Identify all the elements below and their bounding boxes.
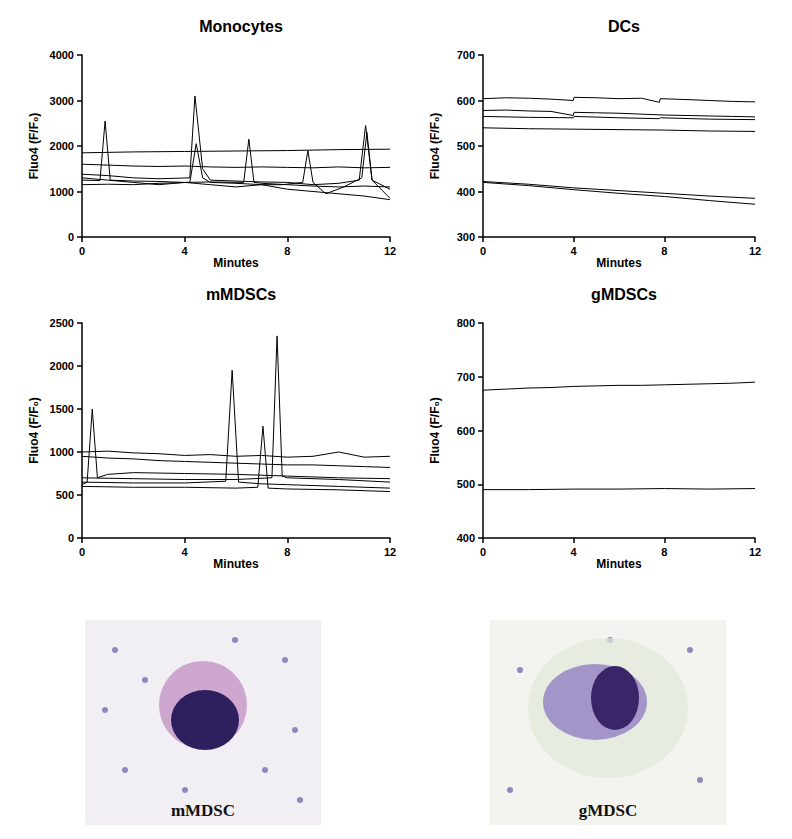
svg-text:DCs: DCs [608, 18, 640, 35]
svg-text:4000: 4000 [50, 49, 74, 61]
svg-text:Minutes: Minutes [213, 557, 259, 571]
svg-text:500: 500 [457, 140, 475, 152]
svg-text:4: 4 [571, 245, 578, 257]
svg-text:400: 400 [457, 186, 475, 198]
svg-text:Minutes: Minutes [213, 256, 259, 270]
svg-text:0: 0 [68, 532, 74, 544]
svg-text:4: 4 [182, 546, 189, 558]
svg-text:4: 4 [182, 245, 189, 257]
svg-text:500: 500 [56, 489, 74, 501]
svg-text:4: 4 [571, 546, 578, 558]
svg-text:Fluo4 (F/F₀): Fluo4 (F/F₀) [27, 113, 41, 180]
svg-text:Fluo4 (F/F₀): Fluo4 (F/F₀) [428, 113, 442, 180]
svg-text:600: 600 [457, 95, 475, 107]
svg-text:Minutes: Minutes [596, 557, 642, 571]
svg-text:400: 400 [457, 532, 475, 544]
svg-text:0: 0 [79, 546, 85, 558]
svg-text:8: 8 [284, 546, 290, 558]
svg-text:700: 700 [457, 371, 475, 383]
svg-text:2500: 2500 [50, 317, 74, 329]
svg-text:8: 8 [284, 245, 290, 257]
svg-text:12: 12 [384, 245, 396, 257]
svg-text:1000: 1000 [50, 446, 74, 458]
svg-text:Fluo4 (F/F₀): Fluo4 (F/F₀) [428, 397, 442, 464]
svg-text:2000: 2000 [50, 360, 74, 372]
svg-text:0: 0 [79, 245, 85, 257]
svg-text:mMDSCs: mMDSCs [206, 286, 276, 303]
svg-text:1500: 1500 [50, 403, 74, 415]
svg-text:500: 500 [457, 478, 475, 490]
svg-text:12: 12 [749, 546, 761, 558]
svg-text:Fluo4 (F/F₀): Fluo4 (F/F₀) [27, 397, 41, 464]
html-text:gMDSC: gMDSC [578, 801, 638, 820]
svg-text:8: 8 [661, 546, 667, 558]
svg-text:2000: 2000 [50, 140, 74, 152]
svg-text:700: 700 [457, 49, 475, 61]
svg-text:8: 8 [661, 245, 667, 257]
svg-text:gMDSCs: gMDSCs [591, 286, 657, 303]
svg-text:0: 0 [480, 245, 486, 257]
svg-text:Monocytes: Monocytes [199, 18, 283, 35]
svg-text:1000: 1000 [50, 186, 74, 198]
svg-text:800: 800 [457, 317, 475, 329]
svg-text:12: 12 [384, 546, 396, 558]
svg-text:0: 0 [480, 546, 486, 558]
svg-text:300: 300 [457, 231, 475, 243]
svg-text:12: 12 [749, 245, 761, 257]
svg-text:600: 600 [457, 425, 475, 437]
svg-text:Minutes: Minutes [596, 256, 642, 270]
svg-text:0: 0 [68, 231, 74, 243]
html-text:mMDSC: mMDSC [170, 801, 236, 820]
svg-text:3000: 3000 [50, 95, 74, 107]
